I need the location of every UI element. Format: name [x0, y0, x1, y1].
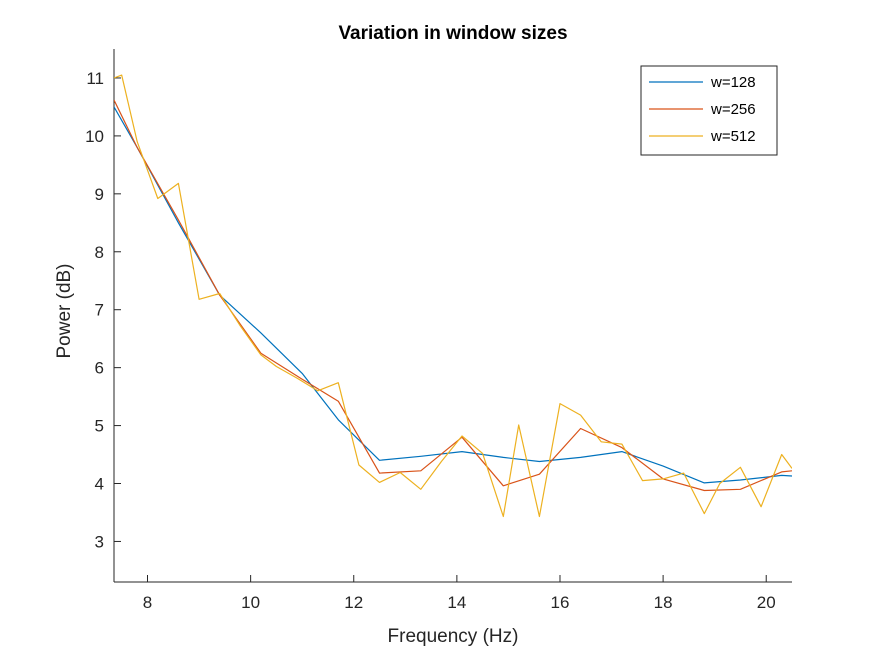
x-tick-label: 18: [654, 593, 673, 612]
y-tick-label: 3: [95, 532, 104, 551]
y-tick-label: 5: [95, 417, 104, 436]
y-tick-label: 10: [85, 127, 104, 146]
x-tick-label: 12: [344, 593, 363, 612]
x-tick-label: 14: [447, 593, 466, 612]
plot-area: 8 10 12 14 16 18 20 3 4 5 6 7 8 9 10 11: [85, 49, 792, 612]
x-tick-label: 20: [757, 593, 776, 612]
chart-title: Variation in window sizes: [338, 23, 567, 44]
y-tick-label: 8: [95, 243, 104, 262]
legend-box: [640, 65, 778, 156]
y-tick-label: 6: [95, 359, 104, 378]
y-tick-label: 11: [86, 69, 104, 88]
legend-label: w=512: [710, 128, 756, 145]
y-axis-label: Power (dB): [54, 263, 75, 358]
y-tick-label: 7: [95, 301, 104, 320]
legend: w=128 w=256 w=512: [640, 65, 778, 156]
y-tick-label: 4: [95, 475, 104, 494]
y-tick-label: 9: [95, 185, 104, 204]
x-tick-label: 16: [551, 593, 570, 612]
x-tick-label: 10: [241, 593, 260, 612]
series-line-3: [114, 74, 792, 518]
series-line-2: [114, 99, 792, 492]
legend-label: w=256: [710, 101, 756, 118]
legend-label: w=128: [710, 74, 756, 91]
x-tick-label: 8: [143, 593, 152, 612]
x-axis-label: Frequency (Hz): [388, 626, 519, 647]
